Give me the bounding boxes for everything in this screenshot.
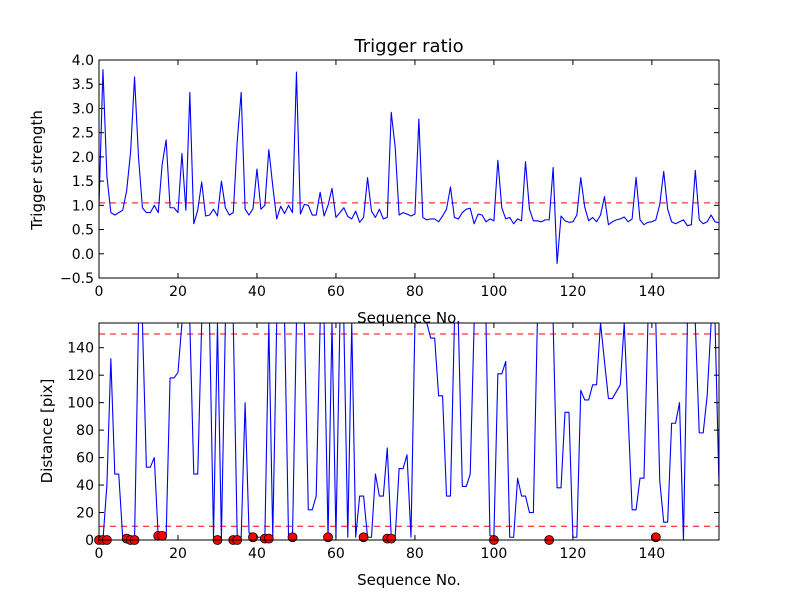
top-x-tick-label: 20 xyxy=(169,284,187,300)
bottom-x-tick-label: 80 xyxy=(406,546,424,562)
top-panel-trigger-strength: Trigger ratio 0 20 40 60 80 100 120 140−0.50.00… xyxy=(28,36,720,327)
bottom-axes-frame xyxy=(98,322,720,541)
top-y-tick-label: 3.0 xyxy=(72,101,94,117)
bottom-data-layer xyxy=(99,323,719,540)
top-x-tick-label: 140 xyxy=(638,284,665,300)
bottom-y-tick-label: 80 xyxy=(76,423,94,439)
bottom-x-tick-label: 100 xyxy=(481,546,508,562)
top-x-tick-label: 120 xyxy=(560,284,587,300)
top-x-tick-label: 40 xyxy=(248,284,266,300)
bottom-y-axis-label: Distance [pix] xyxy=(38,379,56,484)
top-y-tick-label: 0.0 xyxy=(72,247,94,263)
bottom-series-line-0 xyxy=(99,323,719,540)
top-x-tick-label: 80 xyxy=(406,284,424,300)
top-y-tick-label: 2.0 xyxy=(72,150,94,166)
bottom-x-tick-label: 140 xyxy=(638,546,665,562)
bottom-x-tick-label: 0 xyxy=(95,546,104,562)
top-x-tick-label: 60 xyxy=(327,284,345,300)
bottom-y-tick-label: 100 xyxy=(67,396,94,412)
bottom-x-tick-label: 20 xyxy=(169,546,187,562)
bottom-x-tick-label: 40 xyxy=(248,546,266,562)
top-y-tick-label: 0.5 xyxy=(72,223,94,239)
top-x-tick-label: 0 xyxy=(95,284,104,300)
top-y-tick-label: 1.5 xyxy=(72,174,94,190)
top-plot-area: 0 20 40 60 80 100 120 140 −0.5 0.0 0.5 1.0 1.5 2.0 2.5… xyxy=(60,53,720,300)
top-x-tick-label: 100 xyxy=(481,284,508,300)
bottom-marker-point xyxy=(263,533,274,544)
chart-title: Trigger ratio xyxy=(353,36,463,57)
top-y-tick-label: −0.5 xyxy=(60,271,94,287)
top-series-line-0 xyxy=(99,69,719,265)
top-x-axis-label: Sequence No. xyxy=(357,309,461,327)
top-y-axis-label: Trigger strength xyxy=(28,110,46,231)
bottom-x-tick-label: 120 xyxy=(560,546,587,562)
bottom-x-tick-label: 60 xyxy=(327,546,345,562)
top-y-tick-label: 3.5 xyxy=(72,77,94,93)
top-data-layer xyxy=(99,69,719,265)
bottom-y-tick-label: 40 xyxy=(76,478,94,494)
bottom-panel-distance: 0 20 40 60 80 100 120 140 0 20 40 60 80 100 120 140 Seq… xyxy=(38,322,720,589)
bottom-marker-point xyxy=(386,533,397,544)
top-y-tick-label: 2.5 xyxy=(72,126,94,142)
top-axes-frame xyxy=(98,59,720,279)
bottom-x-axis-label: Sequence No. xyxy=(357,571,461,589)
top-y-tick-label: 1.0 xyxy=(72,198,94,214)
bottom-y-tick-label: 60 xyxy=(76,451,94,467)
bottom-y-tick-label: 140 xyxy=(67,341,94,357)
bottom-y-tick-label: 0 xyxy=(85,533,94,549)
bottom-y-tick-label: 120 xyxy=(67,368,94,384)
bottom-plot-area: 0 20 40 60 80 100 120 140 0 20 40 60 80 100 120 140 xyxy=(67,322,720,562)
bottom-marker-point xyxy=(157,530,168,541)
bottom-y-tick-label: 20 xyxy=(76,506,94,522)
top-y-tick-label: 4.0 xyxy=(72,53,94,69)
